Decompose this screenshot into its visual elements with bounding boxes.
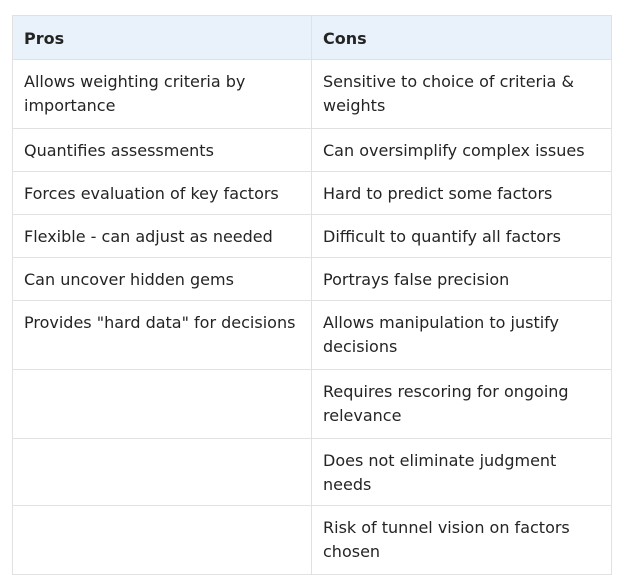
table-row: Allows weighting criteria by importance … — [12, 59, 612, 129]
pro-cell: Quantifies assessments — [12, 128, 312, 172]
table-row: Requires rescoring for ongoing relevance — [12, 369, 612, 439]
pro-cell: Forces evaluation of key factors — [12, 171, 312, 215]
con-cell: Does not eliminate judgment needs — [311, 438, 612, 506]
con-cell: Difficult to quantify all factors — [311, 214, 612, 258]
table-row: Flexible - can adjust as needed Difficul… — [12, 214, 612, 258]
pro-cell: Flexible - can adjust as needed — [12, 214, 312, 258]
pros-cons-table: Pros Cons Allows weighting criteria by i… — [12, 15, 612, 575]
con-cell: Hard to predict some factors — [311, 171, 612, 215]
con-cell: Requires rescoring for ongoing relevance — [311, 369, 612, 439]
con-cell: Allows manipulation to justify decisions — [311, 300, 612, 370]
pro-cell — [12, 438, 312, 506]
con-cell: Can oversimplify complex issues — [311, 128, 612, 172]
pro-cell: Provides "hard data" for decisions — [12, 300, 312, 370]
header-row: Pros Cons — [12, 15, 612, 60]
header-pros: Pros — [12, 15, 312, 60]
pro-cell — [12, 505, 312, 575]
header-cons: Cons — [311, 15, 612, 60]
table-row: Forces evaluation of key factors Hard to… — [12, 171, 612, 215]
table-body: Allows weighting criteria by importance … — [12, 59, 612, 575]
pro-cell: Can uncover hidden gems — [12, 257, 312, 301]
table-row: Quantifies assessments Can oversimplify … — [12, 128, 612, 172]
pro-cell: Allows weighting criteria by importance — [12, 59, 312, 129]
table-row: Risk of tunnel vision on factors chosen — [12, 505, 612, 575]
pro-cell — [12, 369, 312, 439]
table-header: Pros Cons — [12, 15, 612, 60]
con-cell: Risk of tunnel vision on factors chosen — [311, 505, 612, 575]
table-row: Can uncover hidden gems Portrays false p… — [12, 257, 612, 301]
table-row: Provides "hard data" for decisions Allow… — [12, 300, 612, 370]
con-cell: Portrays false precision — [311, 257, 612, 301]
table-row: Does not eliminate judgment needs — [12, 438, 612, 506]
con-cell: Sensitive to choice of criteria & weight… — [311, 59, 612, 129]
